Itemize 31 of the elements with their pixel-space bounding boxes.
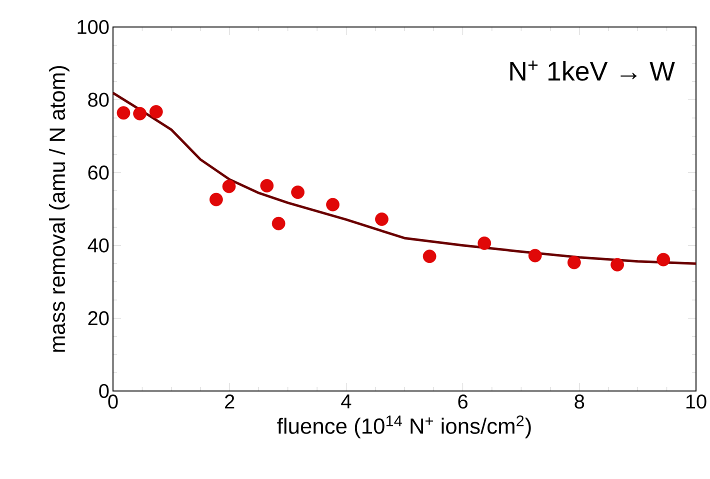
- point: [610, 258, 624, 272]
- point: [116, 106, 130, 120]
- y-tick-label: 80: [88, 92, 109, 107]
- point: [222, 180, 236, 194]
- annotation: N$^{+}$ 1keV → W: [510, 60, 675, 81]
- point: [326, 198, 340, 212]
- x-tick-label: 10: [686, 394, 706, 409]
- x-tick-label: 0: [108, 394, 118, 409]
- point: [567, 256, 581, 270]
- point: [133, 106, 147, 120]
- point: [272, 216, 286, 230]
- x-tick-label: 4: [341, 394, 352, 408]
- point: [478, 236, 492, 250]
- point: [656, 252, 670, 266]
- x-tick-label: 6: [458, 394, 468, 409]
- y-tick-label: 40: [88, 238, 109, 252]
- y-tick-label: 0: [99, 384, 109, 398]
- point: [209, 192, 223, 206]
- y-axis-title: mass removal (amu / N atom): [48, 66, 70, 352]
- point: [291, 186, 305, 199]
- x-tick-label: 2: [225, 394, 234, 408]
- x-tick-label: 8: [574, 394, 584, 409]
- y-tick-label: 100: [78, 20, 109, 34]
- point: [528, 248, 542, 262]
- point: [422, 250, 436, 264]
- x-axis-title: fluence (10$^{14}$ N$^{+}$ ions/cm$^{2}$): [277, 415, 531, 438]
- y-tick-label: 20: [88, 311, 109, 326]
- y-tick-label: 60: [88, 166, 109, 180]
- point: [375, 212, 388, 226]
- point: [260, 179, 274, 192]
- point: [149, 105, 163, 119]
